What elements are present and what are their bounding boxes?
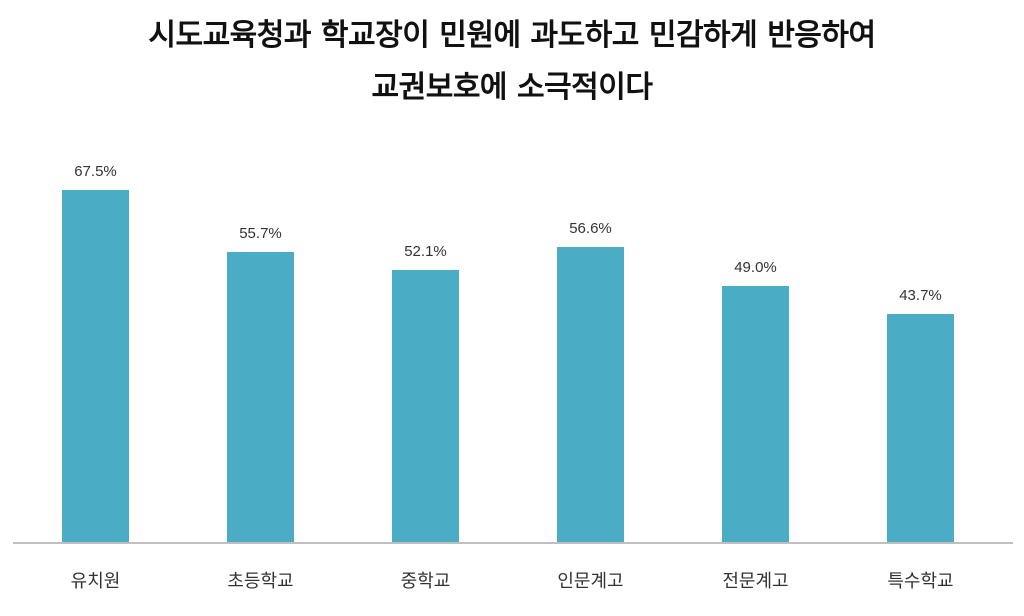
bar-value-label: 52.1%	[404, 243, 447, 260]
bar	[62, 190, 129, 542]
category-label: 전문계고	[722, 571, 789, 592]
bar-value-label: 56.6%	[569, 220, 612, 237]
bar-value-label: 43.7%	[899, 287, 942, 304]
chart-title-line-1: 시도교육청과 학교장이 민원에 과도하고 민감하게 반응하여	[148, 18, 876, 53]
x-axis-line	[13, 542, 1013, 544]
bar-value-label: 49.0%	[734, 259, 777, 276]
category-label: 특수학교	[887, 571, 954, 592]
category-label: 인문계고	[557, 571, 624, 592]
category-label: 초등학교	[227, 571, 294, 592]
category-label: 유치원	[70, 571, 121, 592]
category-label: 중학교	[400, 571, 451, 592]
bar-value-label: 67.5%	[74, 163, 117, 180]
chart-title-line-2: 교권보호에 소극적이다	[371, 70, 653, 105]
bar	[227, 252, 294, 542]
bar-value-label: 55.7%	[239, 225, 282, 242]
bar	[722, 286, 789, 542]
bar	[557, 247, 624, 542]
bar	[392, 270, 459, 542]
bar	[887, 314, 954, 542]
